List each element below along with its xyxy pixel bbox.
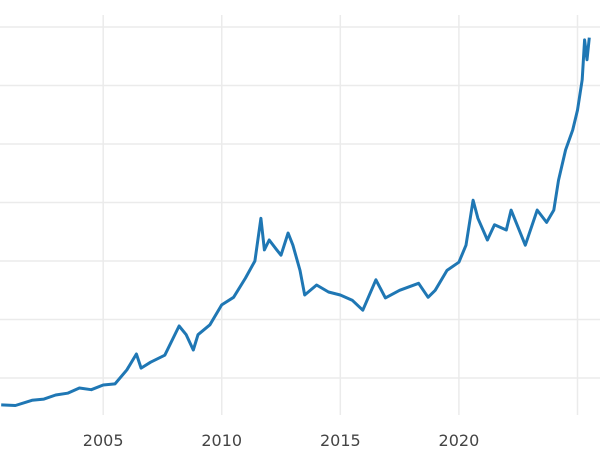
series (1, 37, 591, 407)
x-tick-label: 2010 (201, 431, 242, 450)
grid (0, 15, 600, 415)
x-tick-label: 2005 (83, 431, 124, 450)
series-line (1, 37, 591, 407)
x-tick-label: 2015 (320, 431, 361, 450)
x-tick-label: 2020 (439, 431, 480, 450)
x-axis-ticks: 2005 2010 2015 2020 (83, 431, 479, 450)
